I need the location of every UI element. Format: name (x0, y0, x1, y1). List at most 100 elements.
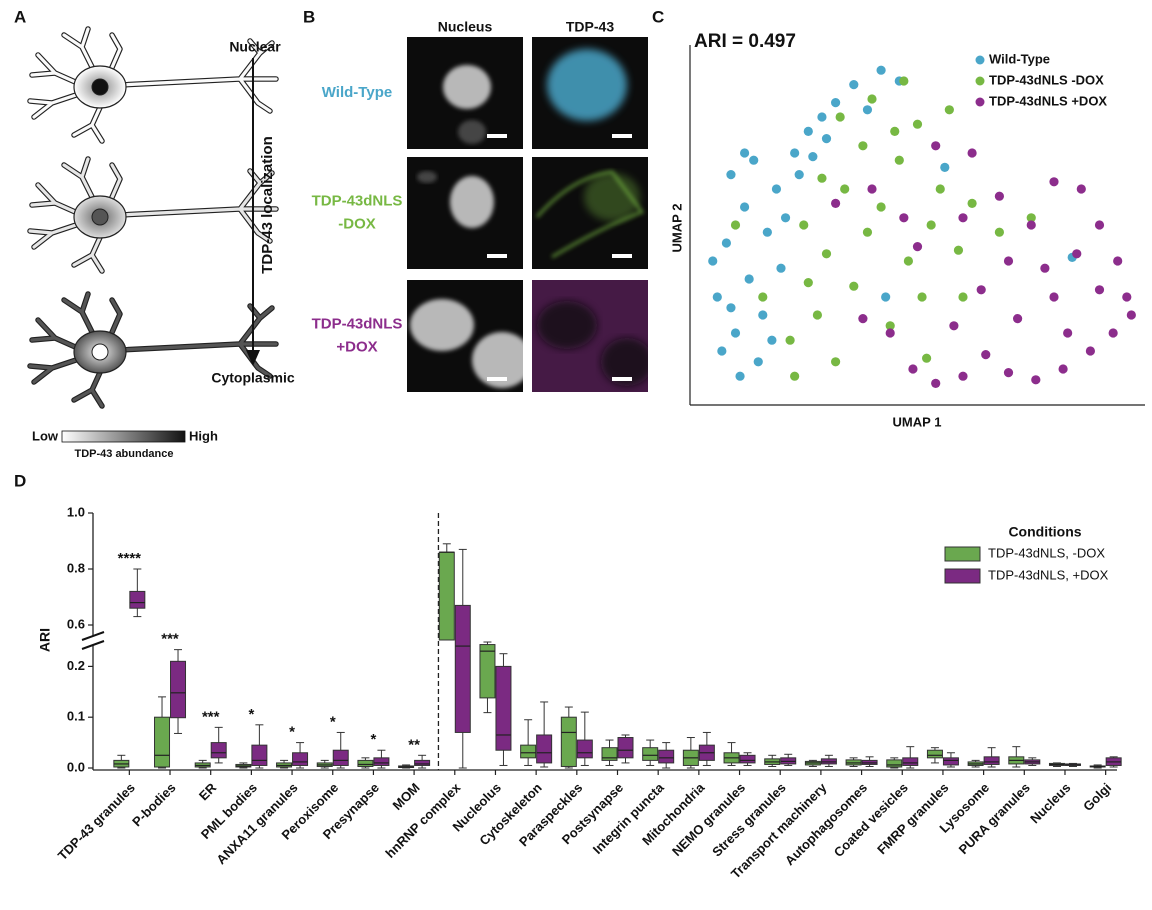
box (332, 749, 349, 766)
cell-point (821, 249, 832, 259)
cell-point (890, 126, 900, 136)
legend-label: Wild-Type (989, 51, 1050, 66)
cell-point (858, 314, 868, 324)
cell-point (894, 155, 904, 165)
scale-bar (612, 377, 632, 381)
cell-point (867, 94, 877, 104)
cell-point (926, 220, 936, 230)
cell-point (730, 220, 741, 230)
nuclear-label: Nuclear (229, 39, 281, 55)
scale-low: Low (32, 428, 59, 443)
nucleus-stain (443, 65, 491, 109)
cell-point (994, 227, 1005, 237)
cell-point (912, 242, 923, 252)
panel-letter: B (303, 7, 315, 26)
cell-point (1013, 314, 1023, 324)
micrograph (532, 280, 648, 392)
cell-point (976, 285, 986, 295)
cell-point (935, 184, 945, 194)
column-header: Nucleus (438, 19, 493, 35)
cell-point (799, 220, 809, 230)
neurite (72, 231, 104, 273)
cell-point (1040, 263, 1050, 273)
x-tick-label: TDP-43 granules (55, 780, 138, 863)
y-tick-label: 1.0 (67, 504, 85, 519)
x-tick-label: FMRP granules (874, 780, 951, 857)
legend-label: TDP-43dNLS +DOX (989, 93, 1107, 108)
significance-marker: *** (202, 708, 220, 725)
cell-point (949, 321, 959, 331)
cell-point (994, 191, 1005, 201)
box (926, 749, 943, 759)
cell-point (1026, 220, 1036, 230)
box (210, 742, 227, 759)
neuron-diagrams (27, 26, 279, 409)
row-label: Wild-Type (322, 84, 392, 101)
cell-point (744, 274, 754, 284)
neurite (28, 91, 84, 119)
cell-point (958, 292, 968, 302)
cell-point (967, 148, 977, 158)
cell-point (817, 173, 827, 183)
box (292, 752, 309, 766)
cell-point (712, 292, 722, 302)
neurite (72, 101, 104, 143)
neurite (108, 33, 122, 74)
cell-point (931, 141, 941, 151)
umap-plot: Wild-Type TDP-43dNLS -DOX TDP-43dNLS +DOX (689, 45, 1145, 406)
cell-point (1094, 285, 1105, 295)
cell-point (803, 278, 813, 288)
neurite (28, 356, 84, 384)
cell-point (1094, 220, 1105, 230)
cell-point (912, 119, 923, 129)
x-tick-label: Integrin puncta (590, 779, 668, 857)
cell-point (908, 364, 918, 374)
neurite (62, 27, 96, 73)
cell-point (803, 126, 813, 136)
nucleus-stain (450, 176, 494, 228)
legend-label: TDP-43dNLS, -DOX (988, 545, 1105, 560)
nucleus-stain (472, 332, 523, 388)
cell-point (1072, 249, 1082, 259)
x-tick-label: Stress granules (709, 780, 789, 860)
cell-point (862, 105, 873, 115)
cell-point (812, 310, 823, 320)
cell-point (922, 353, 932, 363)
x-axis-label: UMAP 1 (893, 414, 942, 429)
cell-point (1113, 256, 1123, 266)
cell-point (967, 198, 977, 208)
axis-break (81, 631, 105, 641)
cell-point (867, 184, 877, 194)
column-header: TDP-43 (566, 19, 614, 35)
box (886, 759, 903, 768)
cell-point (1085, 346, 1095, 356)
panel-letter: D (14, 471, 26, 490)
scale-bar (612, 254, 632, 258)
image-content (410, 299, 523, 388)
x-tick-label: NEMO granules (669, 780, 748, 859)
cell-point (858, 141, 868, 151)
box (438, 551, 455, 641)
box (642, 747, 659, 761)
cell-point (780, 213, 791, 223)
cell-point (903, 256, 914, 266)
y-axis-label: ARI (37, 628, 53, 652)
cell-point (940, 162, 950, 172)
cell-point (958, 371, 968, 381)
neurite (30, 318, 84, 352)
cell-point (981, 350, 991, 360)
box (373, 757, 390, 766)
x-tick-label: MOM (390, 780, 423, 813)
nucleus (91, 343, 109, 361)
box (357, 759, 374, 767)
scale-title: TDP-43 abundance (74, 448, 173, 460)
neurite (118, 304, 278, 378)
nucleus-stain (458, 120, 486, 144)
neurite (62, 157, 96, 203)
localization-label: TDP-43 localization (259, 136, 276, 274)
neurite (28, 221, 84, 249)
cell-point (767, 335, 777, 345)
nucleus (91, 208, 109, 226)
scale-bar (487, 254, 507, 258)
legend-marker (975, 76, 985, 86)
